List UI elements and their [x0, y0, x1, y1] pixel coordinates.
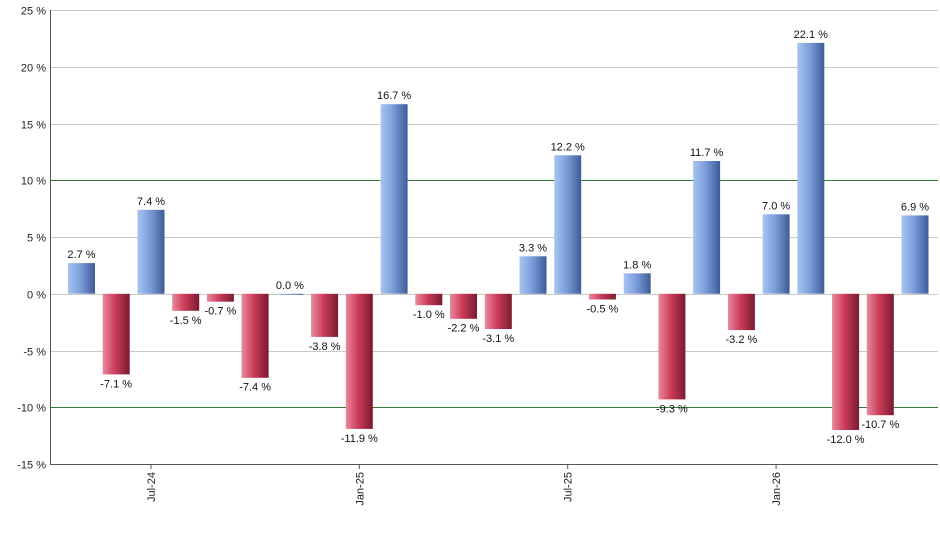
data-label: 3.3 %	[519, 242, 547, 254]
bar	[415, 293, 443, 306]
bar	[901, 215, 929, 294]
data-label: -9.3 %	[656, 403, 688, 415]
bar	[519, 256, 547, 294]
y-tick-label: 15 %	[21, 120, 46, 132]
data-label: -0.5 %	[587, 303, 619, 315]
data-label: 16.7 %	[377, 90, 411, 102]
data-label: 2.7 %	[67, 249, 95, 261]
data-label: -3.8 %	[309, 341, 341, 353]
y-tick-label: 5 %	[27, 233, 46, 245]
y-tick-label: 0 %	[27, 290, 46, 302]
x-axis: Jul-24 Jan-25 Jul-25 Jan-26	[50, 464, 938, 506]
data-label: 6.9 %	[901, 201, 929, 213]
bar	[554, 155, 582, 294]
data-label: 22.1 %	[794, 29, 828, 41]
data-label: -3.1 %	[482, 333, 514, 345]
y-tick-label: -5 %	[23, 347, 46, 359]
bar	[276, 293, 304, 295]
y-tick-label: 10 %	[21, 176, 46, 188]
y-tick-label: 20 %	[21, 63, 46, 75]
bar	[102, 293, 130, 375]
x-tick-label: Jul-24	[146, 472, 158, 502]
data-label: 11.7 %	[690, 147, 724, 159]
y-tick-label: -10 %	[17, 403, 46, 415]
data-label: 7.4 %	[137, 196, 165, 208]
bar	[241, 293, 269, 378]
bar	[832, 293, 860, 430]
bar	[658, 293, 686, 400]
bar	[588, 293, 616, 300]
bar	[380, 104, 408, 294]
data-label: -1.5 %	[170, 315, 202, 327]
data-label: -3.2 %	[726, 334, 758, 346]
x-tick-label: Jan-26	[771, 472, 783, 506]
data-label: -7.4 %	[239, 382, 271, 394]
y-axis: 25 % 20 % 15 % 10 % 5 % 0 % -5 % -10 % -15 %	[17, 6, 51, 472]
bar	[484, 293, 512, 329]
bar	[693, 161, 721, 294]
bars	[68, 42, 929, 430]
data-label: -2.2 %	[448, 323, 480, 335]
bar	[345, 293, 373, 429]
data-label: -12.0 %	[827, 434, 865, 446]
data-label: -10.7 %	[861, 419, 899, 431]
bar	[206, 293, 234, 302]
data-label: 12.2 %	[551, 141, 585, 153]
bar	[623, 273, 651, 294]
data-label: 7.0 %	[762, 200, 790, 212]
x-tick-label: Jan-25	[354, 472, 366, 506]
y-tick-label: -15 %	[17, 460, 46, 472]
bar	[797, 42, 825, 294]
data-label: -1.0 %	[413, 309, 445, 321]
bar	[172, 293, 200, 311]
bar	[727, 293, 755, 331]
data-label: 1.8 %	[623, 259, 651, 271]
bar	[68, 263, 95, 294]
data-label: -11.9 %	[341, 433, 378, 445]
bar	[450, 293, 477, 319]
y-tick-label: 25 %	[21, 6, 46, 18]
bar	[866, 293, 894, 416]
x-tick-label: Jul-25	[563, 472, 575, 502]
bar	[137, 209, 165, 294]
data-label: -7.1 %	[100, 378, 132, 390]
data-label: -0.7 %	[205, 306, 237, 318]
bar	[762, 214, 790, 294]
data-label: 0.0 %	[276, 280, 304, 292]
data-labels: 2.7 % -7.1 % 7.4 % -1.5 %-0.7 % -7.4 % 0.0 % -…	[67, 29, 929, 446]
bar	[311, 293, 339, 337]
